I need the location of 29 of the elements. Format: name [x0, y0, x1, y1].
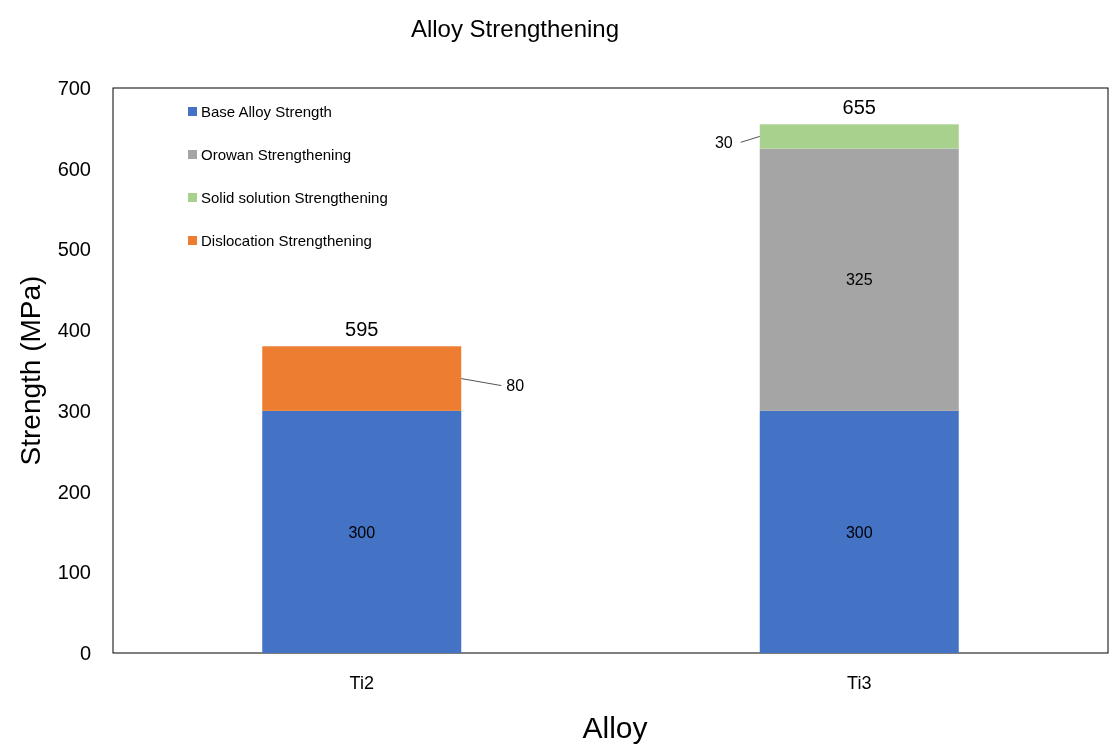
data-label: 300 — [348, 523, 376, 541]
data-label: 30 — [714, 133, 733, 151]
y-tick-label: 300 — [57, 399, 91, 422]
bar — [262, 410, 462, 653]
data-label: 300 — [845, 523, 873, 541]
data-label: 80 — [506, 377, 525, 395]
bar — [759, 148, 959, 411]
legend-label: Dislocation Strengthening — [201, 232, 372, 250]
data-label: 325 — [845, 271, 873, 289]
annotation: 655 — [842, 96, 876, 119]
y-tick-label: 0 — [79, 642, 91, 664]
x-tick-label: Ti3 — [847, 673, 872, 693]
legend-label: Base Alloy Strength — [201, 103, 332, 121]
y-axis-title: Strength (MPa) — [15, 275, 46, 466]
y-tick-label: 200 — [57, 480, 91, 503]
x-axis-title: Alloy — [582, 711, 648, 744]
bar — [759, 410, 959, 653]
bar — [262, 346, 462, 411]
x-tick-label: Ti2 — [349, 673, 374, 693]
y-tick-label: 500 — [57, 238, 91, 261]
annotation: 595 — [345, 318, 379, 341]
y-tick-label: 600 — [57, 157, 91, 180]
bar — [759, 124, 959, 149]
y-tick-label: 700 — [57, 77, 91, 99]
y-tick-label: 400 — [57, 319, 91, 342]
chart-title: Alloy Strengthening — [410, 15, 620, 42]
legend-label: Solid solution Strengthening — [201, 189, 388, 207]
legend-label: Orowan Strengthening — [201, 146, 352, 164]
y-tick-label: 100 — [57, 561, 91, 584]
